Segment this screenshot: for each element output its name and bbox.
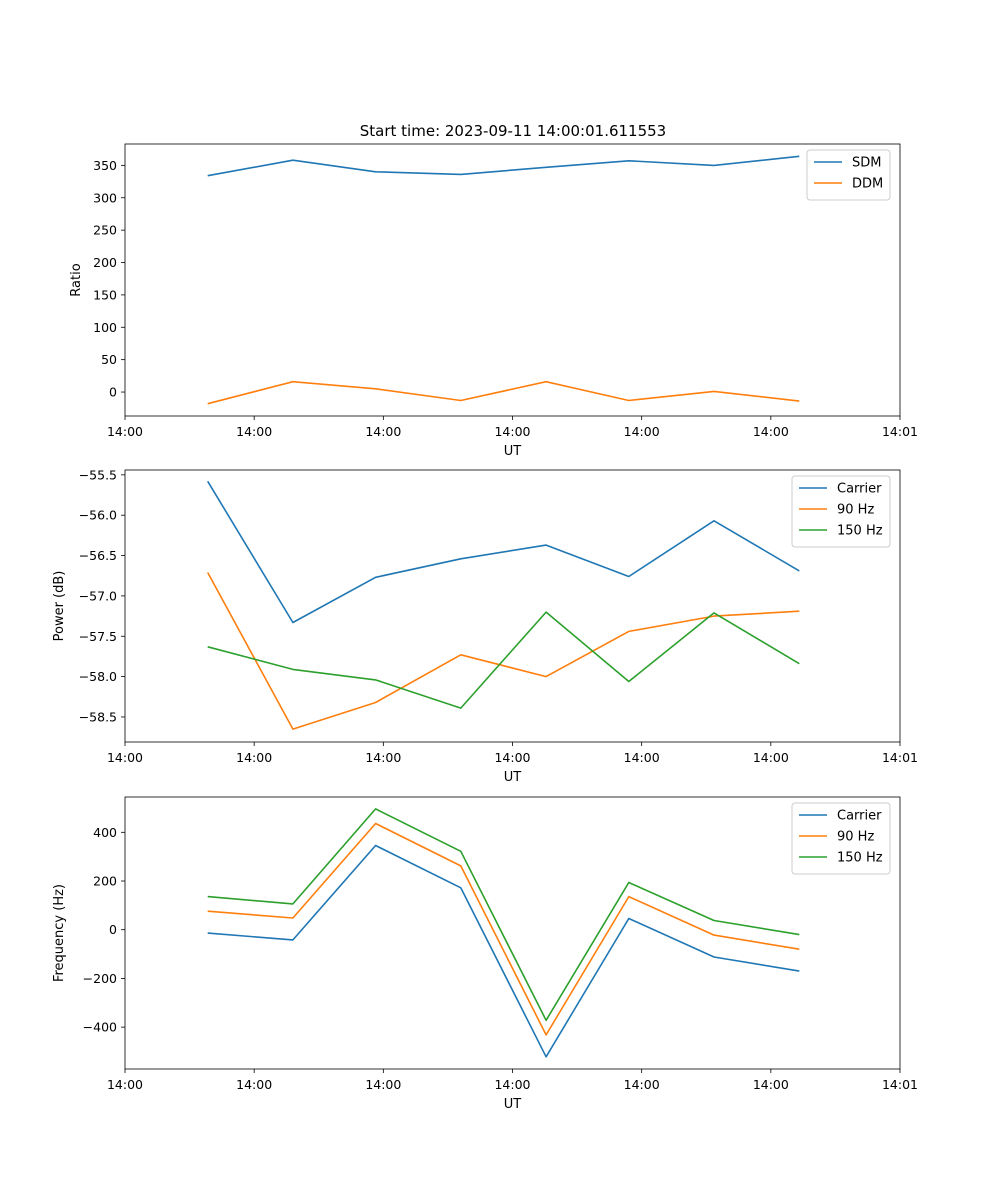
legend: Carrier 90 Hz 150 Hz xyxy=(791,802,891,875)
x-tick-label: 14:00 xyxy=(494,1077,530,1092)
y-tick-label: 200 xyxy=(93,874,117,889)
series-line-sdm xyxy=(207,155,800,177)
legend-label: Carrier xyxy=(837,809,882,824)
legend-label: SDM xyxy=(852,156,881,171)
y-tick-label: 150 xyxy=(93,287,117,302)
x-tick-label: 14:01 xyxy=(882,1077,918,1092)
y-tick-label: 0 xyxy=(109,922,117,937)
x-tick-label: 14:01 xyxy=(882,750,918,765)
y-axis-label: Power (dB) xyxy=(52,571,67,642)
x-tick-label: 14:00 xyxy=(753,1077,789,1092)
x-tick-label: 14:00 xyxy=(236,1077,272,1092)
x-tick-label: 14:00 xyxy=(494,750,530,765)
y-tick-label: −56.0 xyxy=(79,508,117,523)
y-tick-label: 400 xyxy=(93,825,117,840)
x-tick-label: 14:00 xyxy=(624,750,660,765)
x-tick-label: 14:00 xyxy=(365,424,401,439)
legend-label: 90 Hz xyxy=(837,503,874,518)
y-tick-label: −55.5 xyxy=(79,467,117,482)
x-tick-label: 14:00 xyxy=(236,424,272,439)
series-line-150-hz xyxy=(207,611,800,709)
legend-label: 90 Hz xyxy=(837,830,874,845)
x-tick-label: 14:00 xyxy=(236,750,272,765)
subplot-3: 14:00 14:00 14:00 14:00 14:00 14:00 14:01 −400 −… xyxy=(52,796,918,1112)
y-tick-label: 300 xyxy=(93,190,117,205)
x-tick-label: 14:00 xyxy=(107,424,143,439)
y-tick-label: 0 xyxy=(109,385,117,400)
legend-label: DDM xyxy=(852,177,883,192)
x-tick-label: 14:00 xyxy=(365,750,401,765)
x-axis-label: UT xyxy=(504,1097,522,1112)
subplot-1: 14:00 14:00 14:00 14:00 14:00 14:00 14:01 0 50 10… xyxy=(69,143,918,459)
y-axis-label: Ratio xyxy=(69,263,84,296)
series-line-carrier xyxy=(207,480,800,624)
series-line-90-hz xyxy=(206,572,800,730)
x-tick-label: 14:00 xyxy=(753,750,789,765)
series-line-150-hz xyxy=(207,808,800,1022)
x-axis-label: UT xyxy=(504,444,522,459)
x-tick-label: 14:00 xyxy=(624,1077,660,1092)
x-tick-label: 14:00 xyxy=(494,424,530,439)
x-tick-label: 14:01 xyxy=(882,424,918,439)
y-tick-label: −200 xyxy=(83,971,117,986)
series-line-90-hz xyxy=(207,822,800,1036)
legend: Carrier 90 Hz 150 Hz xyxy=(791,475,891,548)
legend-label: 150 Hz xyxy=(837,524,883,539)
figure-title: Start time: 2023-09-11 14:00:01.611553 xyxy=(360,122,666,140)
y-tick-label: −57.0 xyxy=(79,588,117,603)
y-tick-label: 250 xyxy=(93,223,117,238)
y-tick-label: 350 xyxy=(93,158,117,173)
x-tick-label: 14:00 xyxy=(107,750,143,765)
y-tick-label: −58.0 xyxy=(79,669,117,684)
x-tick-label: 14:00 xyxy=(365,1077,401,1092)
legend: SDM DDM xyxy=(806,149,891,201)
x-tick-label: 14:00 xyxy=(624,424,660,439)
series-line-ddm xyxy=(207,380,800,405)
y-tick-label: −57.5 xyxy=(79,629,117,644)
y-tick-label: 200 xyxy=(93,255,117,270)
y-axis-label: Frequency (Hz) xyxy=(52,884,67,982)
x-axis-label: UT xyxy=(504,770,522,785)
x-tick-label: 14:00 xyxy=(107,1077,143,1092)
y-tick-label: 50 xyxy=(101,352,117,367)
y-tick-label: 100 xyxy=(93,320,117,335)
y-tick-label: −58.5 xyxy=(79,709,117,724)
series-line-carrier xyxy=(207,844,800,1058)
y-tick-label: −56.5 xyxy=(79,548,117,563)
legend-label: 150 Hz xyxy=(837,851,883,866)
legend-label: Carrier xyxy=(837,482,882,497)
subplot-2: 14:00 14:00 14:00 14:00 14:00 14:00 14:01 −58.5… xyxy=(52,467,918,785)
x-tick-label: 14:00 xyxy=(753,424,789,439)
y-tick-label: −400 xyxy=(83,1020,117,1035)
